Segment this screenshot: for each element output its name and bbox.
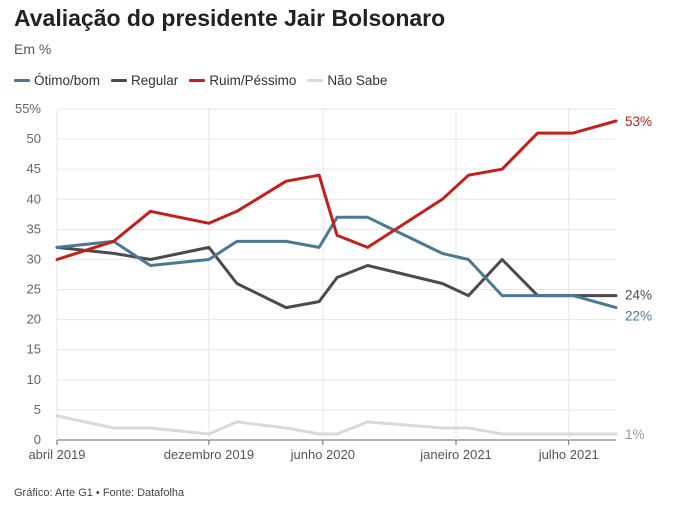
series-end-label: 1%: [625, 427, 645, 442]
axis-ticks: 0 5 10 15 20 25 30 35 40 45 50 55% abril 2019 dezembr…: [15, 101, 599, 462]
legend-swatch: [14, 79, 30, 82]
y-tick-label: 45: [27, 161, 41, 176]
y-tick-label: 25: [27, 282, 41, 297]
series-end-label: 24%: [625, 288, 652, 303]
series-end-label: 53%: [625, 114, 652, 129]
y-tick-label: 20: [27, 312, 41, 327]
series-line--timo-bom: [55, 215, 618, 310]
x-tick-label: junho 2020: [290, 447, 355, 462]
y-tick-label: 15: [27, 342, 41, 357]
y-tick-label: 30: [27, 251, 41, 266]
series-lines: [55, 119, 618, 436]
chart-title: Avaliação do presidente Jair Bolsonaro: [14, 5, 446, 31]
end-labels: 22% 24% 53% 1%: [625, 114, 652, 442]
legend-item-regular: Regular: [111, 73, 178, 88]
legend-item-nao-sabe: Não Sabe: [307, 73, 387, 88]
legend-item-otimo-bom: Ótimo/bom: [14, 73, 100, 88]
series-line-ruim-p-ssimo: [55, 119, 618, 261]
legend-swatch: [189, 79, 206, 82]
series-end-label: 22%: [625, 309, 652, 324]
x-tick-label: abril 2019: [28, 447, 85, 462]
legend-item-ruim-pessimo: Ruim/Péssimo: [189, 73, 296, 88]
legend: Ótimo/bom Regular Ruim/Péssimo Não Sabe: [14, 73, 398, 88]
series-line-n-o-sabe: [55, 414, 618, 436]
y-tick-label: 10: [27, 372, 41, 387]
legend-label: Ruim/Péssimo: [209, 73, 297, 88]
legend-swatch: [111, 79, 128, 82]
y-tick-label: 50: [27, 131, 41, 146]
legend-swatch: [307, 79, 324, 82]
y-tick-label: 55%: [15, 101, 41, 116]
legend-label: Ótimo/bom: [34, 73, 101, 88]
y-tick-label: 40: [27, 191, 41, 206]
legend-label: Regular: [131, 73, 179, 88]
chart-subtitle: Em %: [14, 41, 52, 57]
grid: [56, 108, 616, 445]
y-tick-label: 5: [34, 402, 41, 417]
series-line-regular: [55, 245, 618, 310]
y-tick-label: 35: [27, 221, 41, 236]
y-tick-label: 0: [34, 432, 41, 447]
legend-label: Não Sabe: [327, 73, 388, 88]
x-tick-label: janeiro 2021: [419, 447, 492, 462]
x-tick-label: dezembro 2019: [164, 447, 254, 462]
x-tick-label: julho 2021: [538, 447, 599, 462]
source-note: Gráfico: Arte G1 • Fonte: Datafolha: [14, 487, 185, 499]
